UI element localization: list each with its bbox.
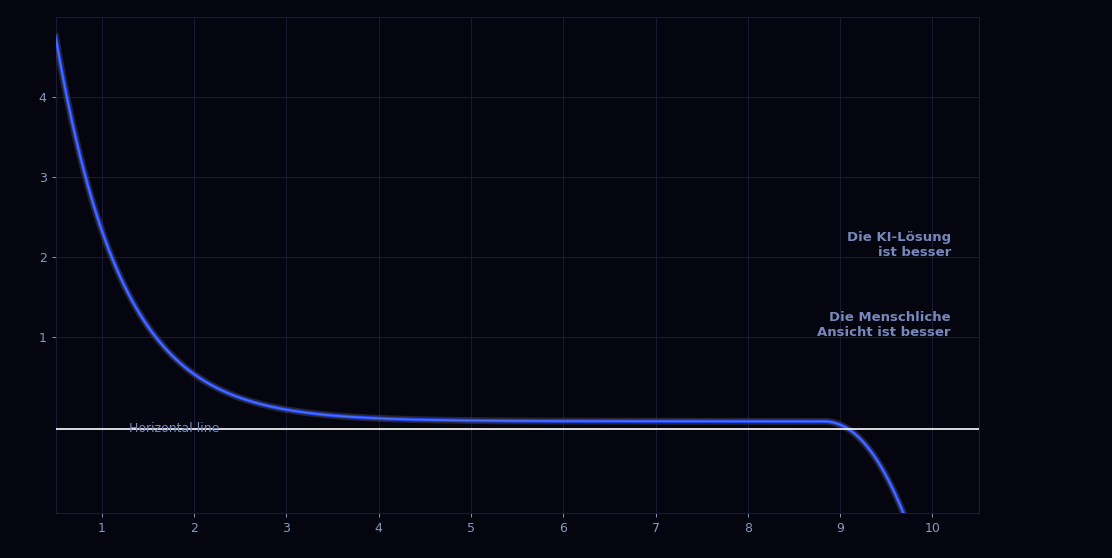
Text: Horizontal line: Horizontal line: [129, 422, 220, 435]
Text: Die Menschliche
Ansicht ist besser: Die Menschliche Ansicht ist besser: [817, 311, 951, 339]
Text: Die KI-Lösung
ist besser: Die KI-Lösung ist besser: [846, 231, 951, 259]
